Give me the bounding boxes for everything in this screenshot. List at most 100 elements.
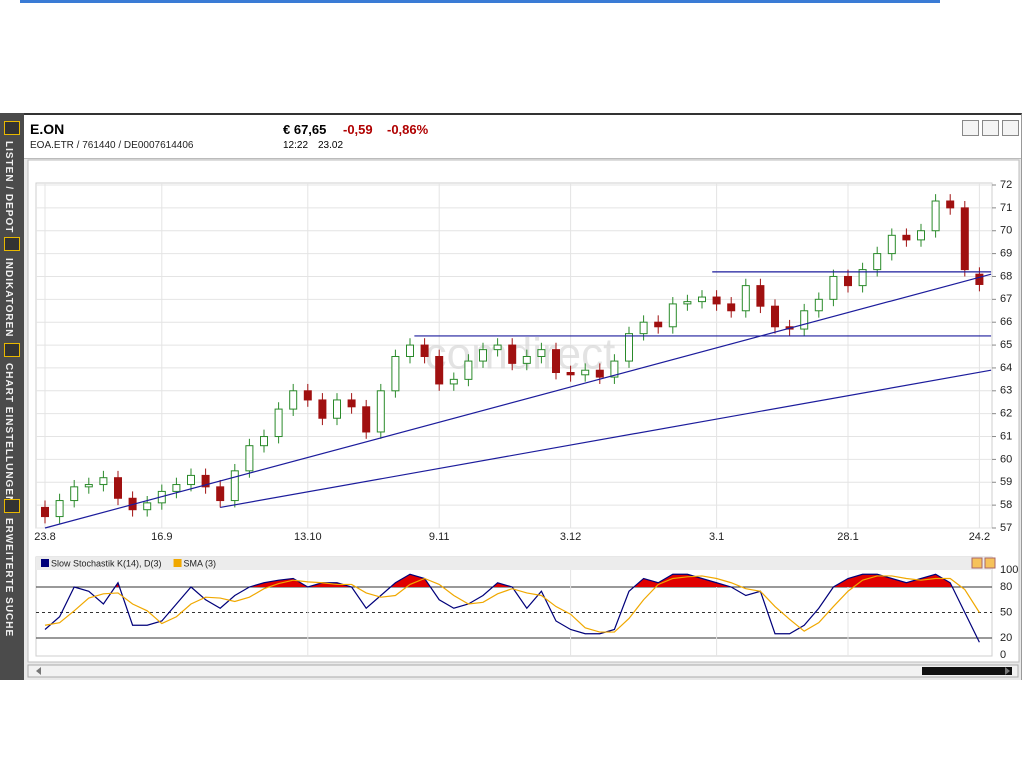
scrollbar[interactable] — [27, 664, 1019, 678]
candle-body — [114, 477, 122, 499]
candle-body — [216, 486, 225, 502]
candle-body — [230, 470, 239, 502]
y-tick-label: 58 — [1000, 499, 1012, 511]
candle-body — [70, 486, 79, 502]
candle-body — [756, 285, 765, 307]
quote-date: 23.02 — [318, 140, 344, 151]
stoch-plot — [35, 556, 993, 657]
tab-icon[interactable] — [4, 121, 20, 135]
sidebar-tab[interactable]: LISTEN / DEPOT — [3, 141, 14, 234]
candle-body — [172, 484, 181, 492]
news-icon[interactable] — [982, 120, 999, 136]
candle-body — [610, 360, 619, 378]
y-tick-label: 80 — [1000, 581, 1012, 593]
candle-body — [522, 356, 531, 364]
candle-body — [741, 285, 750, 312]
candle-body — [975, 273, 984, 285]
sidebar: LISTEN / DEPOT INDIKATOREN CHART EINSTEL… — [0, 113, 24, 680]
y-tick-label: 65 — [1000, 339, 1012, 351]
stoch-line — [44, 575, 980, 633]
candle-body — [143, 502, 152, 511]
y-tick-label: 68 — [1000, 270, 1012, 282]
y-tick-label: 60 — [1000, 453, 1012, 465]
x-tick-label: 9.11 — [429, 531, 450, 543]
candle-body — [537, 349, 546, 358]
candle-body — [552, 349, 560, 374]
candle-body — [712, 296, 721, 305]
change: -0,59 — [343, 122, 373, 137]
panel-close[interactable] — [984, 557, 996, 569]
candle-body — [508, 344, 517, 364]
candle-body — [391, 356, 400, 392]
candle-body — [902, 234, 911, 241]
candle-body — [479, 349, 487, 362]
candle-body — [800, 310, 809, 330]
sidebar-tab[interactable]: INDIKATOREN — [3, 258, 14, 338]
candle-body — [566, 372, 575, 376]
candle-body — [99, 477, 108, 486]
candle-body — [435, 356, 444, 385]
candle-body — [318, 399, 327, 419]
sidebar-tab[interactable]: ERWEITERTE SUCHE — [3, 518, 14, 638]
candle-body — [625, 333, 633, 362]
tab-icon[interactable] — [4, 499, 20, 513]
x-tick-label: 28.1 — [837, 531, 858, 543]
candle-body — [595, 369, 604, 378]
y-tick-label: 20 — [1000, 632, 1012, 644]
y-tick-label: 0 — [1000, 649, 1006, 661]
candle-body — [245, 445, 254, 472]
x-tick-label: 3.12 — [560, 531, 581, 543]
candle-body — [449, 378, 458, 385]
legend-label: SMA (3) — [184, 558, 217, 568]
trend-line — [220, 369, 992, 509]
candle-body — [201, 474, 210, 488]
stoch-legend-bar — [36, 557, 992, 570]
y-tick-label: 100 — [1000, 564, 1018, 576]
change-pct: -0,86% — [387, 122, 429, 137]
candle-body — [946, 200, 955, 209]
candle-body — [362, 406, 371, 433]
candle-body — [260, 436, 268, 447]
chart-icon[interactable] — [962, 120, 979, 136]
candle-body — [41, 506, 49, 518]
candle-body — [858, 269, 867, 287]
candle-body — [771, 305, 779, 328]
candle-body — [668, 303, 677, 328]
candle-body — [420, 344, 429, 358]
candle-body — [844, 275, 852, 287]
candle-body — [493, 344, 502, 351]
clock-icon[interactable] — [1002, 120, 1019, 136]
tab-icon[interactable] — [4, 343, 20, 357]
candle-body — [654, 321, 663, 328]
x-tick-label: 13.10 — [294, 531, 322, 543]
candle-body — [274, 408, 283, 438]
candle-body — [814, 298, 823, 312]
legend-label: Slow Stochastik K(14), D(3) — [51, 558, 162, 568]
candle-body — [873, 253, 882, 271]
candle-body — [333, 399, 341, 419]
candle-body — [960, 207, 969, 271]
candle-body — [829, 275, 838, 300]
y-tick-label: 67 — [1000, 293, 1012, 305]
quote-time: 12:22 — [283, 140, 309, 151]
candle-body — [347, 399, 356, 408]
candle-body — [289, 390, 298, 410]
candle-body — [683, 301, 692, 305]
candle-body — [55, 500, 64, 518]
stock-name: E.ON — [30, 121, 65, 137]
x-tick-label: 16.9 — [151, 531, 172, 543]
y-tick-label: 72 — [1000, 179, 1012, 191]
sidebar-tab[interactable]: CHART EINSTELLUNGEN — [3, 363, 14, 505]
candle-body — [727, 303, 736, 312]
candle-body — [887, 234, 896, 255]
y-tick-label: 64 — [1000, 362, 1012, 374]
candle-body — [931, 200, 940, 232]
scroll-thumb[interactable] — [922, 667, 1012, 675]
candle-body — [376, 390, 385, 433]
panel-button[interactable] — [971, 557, 983, 569]
candle-body — [187, 474, 195, 486]
y-tick-label: 71 — [1000, 202, 1012, 214]
tab-icon[interactable] — [4, 237, 20, 251]
